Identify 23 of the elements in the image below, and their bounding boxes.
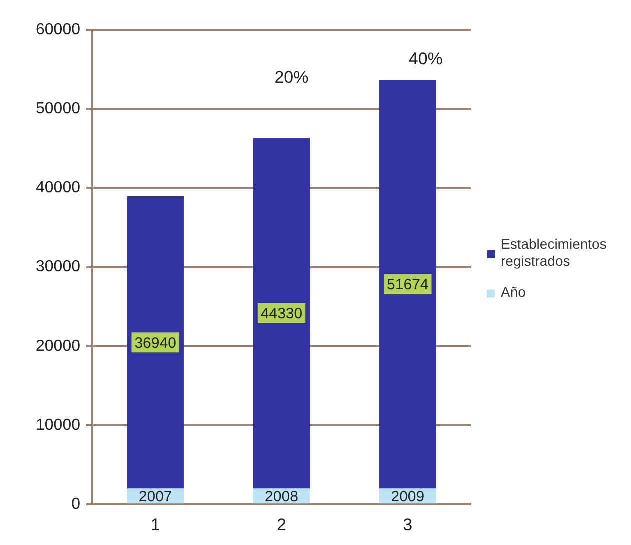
bar — [380, 80, 436, 489]
data-label: 2007 — [138, 488, 172, 506]
annotation: 40% — [408, 50, 443, 69]
bar — [127, 196, 184, 489]
y-tick-label: 40000 — [36, 180, 81, 197]
x-tick-label: 2 — [277, 515, 286, 534]
legend-label: Establecimientos registrados — [501, 236, 607, 270]
bar — [253, 138, 310, 489]
y-tick-label: 30000 — [36, 258, 81, 276]
y-tick-label: 60000 — [36, 21, 81, 38]
y-tick-label: 20000 — [36, 338, 81, 355]
legend-label: Año — [501, 284, 526, 300]
data-label: 2008 — [265, 488, 298, 506]
data-label: 36940 — [134, 334, 176, 352]
data-label: 44330 — [260, 306, 303, 323]
x-tick-label: 1 — [150, 515, 160, 534]
y-tick-label: 50000 — [36, 100, 81, 118]
y-tick-label: 0 — [72, 496, 81, 514]
annotation: 20% — [274, 68, 309, 87]
data-label: 51674 — [387, 276, 429, 294]
y-tick-label: 10000 — [36, 416, 81, 434]
x-tick-label: 3 — [403, 515, 413, 534]
data-label: 2009 — [391, 488, 425, 506]
